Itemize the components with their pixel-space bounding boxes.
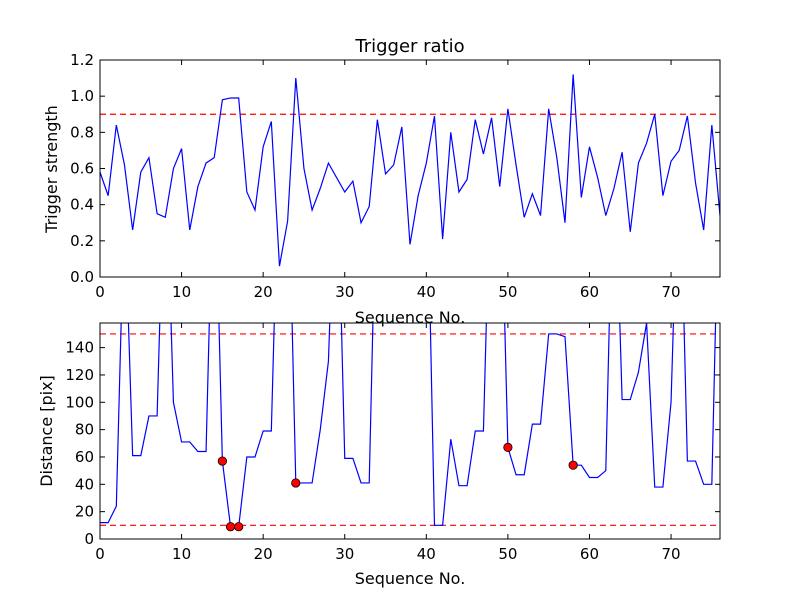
bottom-data-marker bbox=[568, 460, 578, 470]
top-y-tick-label: 0.4 bbox=[70, 196, 94, 214]
top-x-tick-label: 40 bbox=[417, 283, 436, 301]
top-x-tick-label: 50 bbox=[498, 283, 517, 301]
bottom-x-tick-label: 0 bbox=[95, 545, 105, 563]
top-x-axis-label: Sequence No. bbox=[355, 308, 466, 327]
top-x-tick-label: 20 bbox=[254, 283, 273, 301]
bottom-y-tick-label: 0 bbox=[84, 530, 94, 548]
bottom-y-tick-label: 120 bbox=[65, 366, 94, 384]
trigger-ratio-panel: Trigger ratio 0 10 20 30 40 50 60 70 0.0 0.2 0.4 0.… bbox=[42, 36, 721, 327]
top-x-tick-label: 70 bbox=[662, 283, 681, 301]
bottom-x-tick-label: 20 bbox=[254, 545, 273, 563]
top-y-tick-label: 1.0 bbox=[70, 87, 94, 105]
bottom-x-axis-label: Sequence No. bbox=[355, 569, 466, 588]
bottom-plot-area bbox=[100, 323, 720, 532]
bottom-x-tick-label: 50 bbox=[498, 545, 517, 563]
top-x-tick-label: 30 bbox=[335, 283, 354, 301]
bottom-axes-frame bbox=[99, 322, 721, 540]
top-y-axis-label: Trigger strength bbox=[42, 105, 61, 234]
bottom-y-tick-label: 20 bbox=[75, 503, 94, 521]
bottom-data-marker bbox=[217, 456, 227, 466]
bottom-y-tick-label: 40 bbox=[75, 475, 94, 493]
bottom-y-tick-label: 60 bbox=[75, 448, 94, 466]
bottom-data-marker bbox=[291, 478, 301, 488]
distance-panel: 0 10 20 30 40 50 60 70 0 20 40 60 80 100 120 140 Sequen… bbox=[37, 322, 721, 588]
bottom-data-marker bbox=[503, 442, 513, 453]
top-series-line bbox=[100, 74, 720, 267]
bottom-x-tick-label: 10 bbox=[172, 545, 191, 563]
bottom-series-line bbox=[100, 323, 717, 528]
top-chart-title: Trigger ratio bbox=[354, 36, 464, 57]
top-x-tick-label: 0 bbox=[95, 283, 105, 301]
top-y-tick-label: 1.2 bbox=[70, 51, 94, 69]
bottom-x-tick-label: 40 bbox=[417, 545, 436, 563]
bottom-axis-ticks: 0 10 20 30 40 50 60 70 0 20 40 60 80 100 120 140 bbox=[65, 323, 720, 563]
bottom-y-axis-label: Distance [pix] bbox=[37, 375, 56, 487]
bottom-data-marker bbox=[234, 522, 244, 532]
top-y-tick-label: 0.8 bbox=[70, 123, 94, 141]
top-y-tick-label: 0.0 bbox=[70, 268, 94, 286]
bottom-y-tick-label: 140 bbox=[65, 339, 94, 357]
bottom-data-marker bbox=[225, 522, 236, 532]
bottom-x-tick-label: 30 bbox=[335, 545, 354, 563]
top-y-tick-label: 0.6 bbox=[70, 160, 94, 178]
bottom-x-tick-label: 70 bbox=[662, 545, 681, 563]
top-axis-ticks: 0 10 20 30 40 50 60 70 0.0 0.2 0.4 0.6 0.8 1.0 1.2 bbox=[70, 51, 720, 301]
bottom-x-tick-label: 60 bbox=[580, 545, 599, 563]
top-y-tick-label: 0.2 bbox=[70, 232, 94, 250]
top-x-tick-label: 10 bbox=[172, 283, 191, 301]
bottom-y-tick-label: 80 bbox=[75, 421, 94, 439]
bottom-y-tick-label: 100 bbox=[65, 393, 94, 411]
top-x-tick-label: 60 bbox=[580, 283, 599, 301]
top-plot-area bbox=[100, 74, 720, 267]
